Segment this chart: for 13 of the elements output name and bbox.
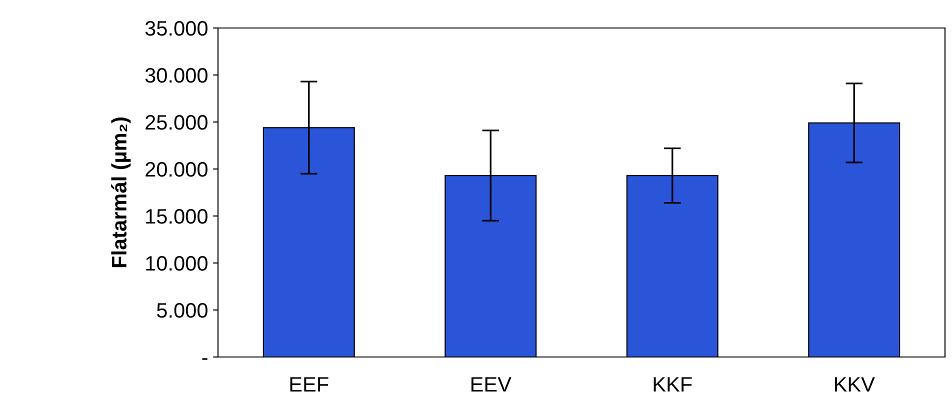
y-tick-label: 10.000 xyxy=(146,256,208,271)
y-tick-label: 25.000 xyxy=(146,115,208,130)
x-tick-label: EEF xyxy=(290,377,328,392)
x-tick-label: KKV xyxy=(834,377,875,392)
y-tick-label: 35.000 xyxy=(145,21,208,36)
y-tick-label: 20.000 xyxy=(146,162,208,177)
y-tick-label: 30.000 xyxy=(145,68,208,83)
y-axis-title: Flatarmál (µm₂) xyxy=(111,117,131,268)
y-tick-label: - xyxy=(202,358,208,360)
x-tick-label: KKF xyxy=(654,377,692,392)
y-tick-label: 15.000 xyxy=(146,209,208,224)
x-tick-label: EEV xyxy=(471,377,512,392)
y-tick-label: 5.000 xyxy=(156,303,208,318)
